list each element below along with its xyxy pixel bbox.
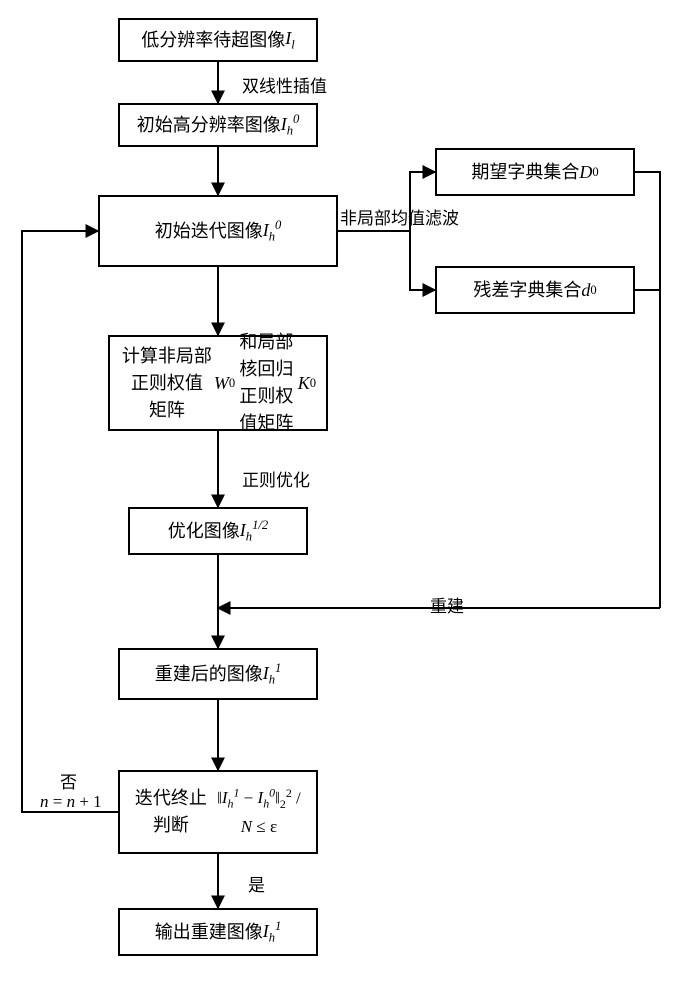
- node-output: 输出重建图像 Ih1: [118, 908, 318, 956]
- node-dict-residual: 残差字典集合 d0: [435, 266, 635, 314]
- node-rebuilt-image: 重建后的图像 Ih1: [118, 648, 318, 700]
- node-dict-expected: 期望字典集合 D0: [435, 148, 635, 196]
- label-increment: n = n + 1: [40, 792, 102, 812]
- label-rebuild: 重建: [430, 592, 464, 617]
- node-initial-iter: 初始迭代图像 Ih0: [98, 195, 338, 267]
- node-optimized-image: 优化图像 Ih1/2: [128, 507, 308, 555]
- node-lowres-input: 低分辨率待超图像 Il: [118, 18, 318, 62]
- node-termination: 迭代终止判断‖Ih1 − Ih0‖22 / N ≤ ε: [118, 770, 318, 854]
- node-compute-weights: 计算非局部正则权值矩阵 W0 和局部核回归正则权值矩阵 K0: [108, 335, 328, 431]
- label-yes: 是: [248, 871, 265, 896]
- label-no: 否: [60, 768, 77, 793]
- label-bilinear: 双线性插值: [242, 72, 327, 97]
- node-initial-hr: 初始高分辨率图像 Ih0: [118, 103, 318, 147]
- label-regularize: 正则优化: [242, 466, 310, 491]
- label-nlm-filter: 非局部均值滤波: [340, 204, 459, 229]
